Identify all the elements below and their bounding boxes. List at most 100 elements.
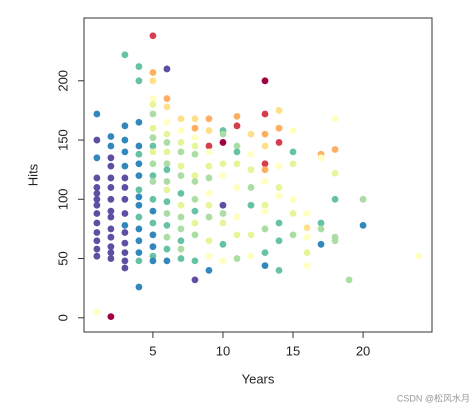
point bbox=[107, 225, 115, 233]
point bbox=[261, 207, 269, 215]
point bbox=[135, 172, 143, 179]
x-tick-label: 15 bbox=[286, 343, 300, 358]
point bbox=[219, 240, 227, 248]
point bbox=[303, 262, 311, 270]
point bbox=[261, 110, 269, 118]
point bbox=[135, 237, 143, 245]
point bbox=[205, 162, 213, 170]
point bbox=[303, 249, 311, 257]
point bbox=[233, 160, 241, 168]
point bbox=[163, 210, 171, 217]
y-axis-label: Hits bbox=[25, 163, 40, 186]
point bbox=[275, 139, 283, 146]
point bbox=[233, 255, 241, 262]
point bbox=[177, 237, 185, 245]
point bbox=[93, 110, 101, 118]
point bbox=[121, 148, 129, 156]
point bbox=[205, 237, 213, 245]
point bbox=[93, 201, 101, 209]
point bbox=[219, 201, 227, 209]
point bbox=[261, 77, 269, 85]
point bbox=[233, 184, 241, 191]
point bbox=[121, 229, 129, 236]
point bbox=[233, 213, 241, 221]
point bbox=[261, 225, 269, 233]
point bbox=[149, 231, 157, 239]
point bbox=[107, 213, 115, 221]
point bbox=[233, 112, 241, 120]
point bbox=[205, 127, 213, 134]
point bbox=[121, 239, 129, 247]
point bbox=[163, 221, 171, 229]
point bbox=[121, 257, 129, 265]
point bbox=[177, 255, 185, 262]
point bbox=[415, 252, 423, 260]
point bbox=[177, 127, 185, 134]
x-tick-label: 20 bbox=[356, 343, 370, 358]
point bbox=[191, 115, 199, 123]
point bbox=[219, 130, 227, 138]
point bbox=[177, 189, 185, 197]
point bbox=[191, 195, 199, 203]
point bbox=[149, 148, 157, 156]
point bbox=[205, 266, 213, 274]
point bbox=[205, 189, 213, 197]
point bbox=[205, 201, 213, 209]
point bbox=[191, 150, 199, 158]
point bbox=[107, 154, 115, 162]
point bbox=[149, 124, 157, 132]
point bbox=[121, 221, 129, 229]
point bbox=[121, 195, 129, 203]
point bbox=[317, 225, 325, 233]
point bbox=[149, 178, 157, 185]
point bbox=[107, 162, 115, 170]
point bbox=[205, 174, 213, 182]
point bbox=[219, 210, 227, 217]
point bbox=[149, 207, 157, 215]
point bbox=[247, 231, 255, 239]
point bbox=[289, 160, 297, 168]
point bbox=[135, 77, 143, 85]
point bbox=[163, 139, 171, 146]
point bbox=[107, 142, 115, 150]
point bbox=[233, 122, 241, 130]
point bbox=[219, 172, 227, 179]
point bbox=[275, 124, 283, 132]
point bbox=[303, 224, 311, 232]
point bbox=[163, 118, 171, 126]
point bbox=[177, 139, 185, 146]
point bbox=[135, 118, 143, 126]
point bbox=[93, 184, 101, 191]
point bbox=[135, 249, 143, 257]
point bbox=[359, 195, 367, 203]
point bbox=[331, 169, 339, 177]
point bbox=[163, 257, 171, 265]
point bbox=[163, 160, 171, 168]
point bbox=[177, 162, 185, 170]
point bbox=[135, 186, 143, 194]
point bbox=[247, 150, 255, 158]
point bbox=[205, 252, 213, 260]
point bbox=[93, 245, 101, 253]
point bbox=[135, 160, 143, 168]
point bbox=[149, 110, 157, 118]
point bbox=[261, 130, 269, 138]
point bbox=[163, 178, 171, 185]
y-tick-label: 100 bbox=[55, 188, 70, 210]
point bbox=[135, 225, 143, 233]
point bbox=[149, 77, 157, 85]
point bbox=[233, 148, 241, 156]
point bbox=[205, 115, 213, 123]
point bbox=[163, 186, 171, 194]
point bbox=[331, 237, 339, 245]
point bbox=[163, 166, 171, 174]
point bbox=[191, 257, 199, 265]
point bbox=[219, 139, 227, 146]
point bbox=[149, 219, 157, 227]
point bbox=[149, 142, 157, 150]
point bbox=[247, 201, 255, 209]
point bbox=[289, 148, 297, 156]
point bbox=[149, 160, 157, 168]
point bbox=[93, 252, 101, 260]
